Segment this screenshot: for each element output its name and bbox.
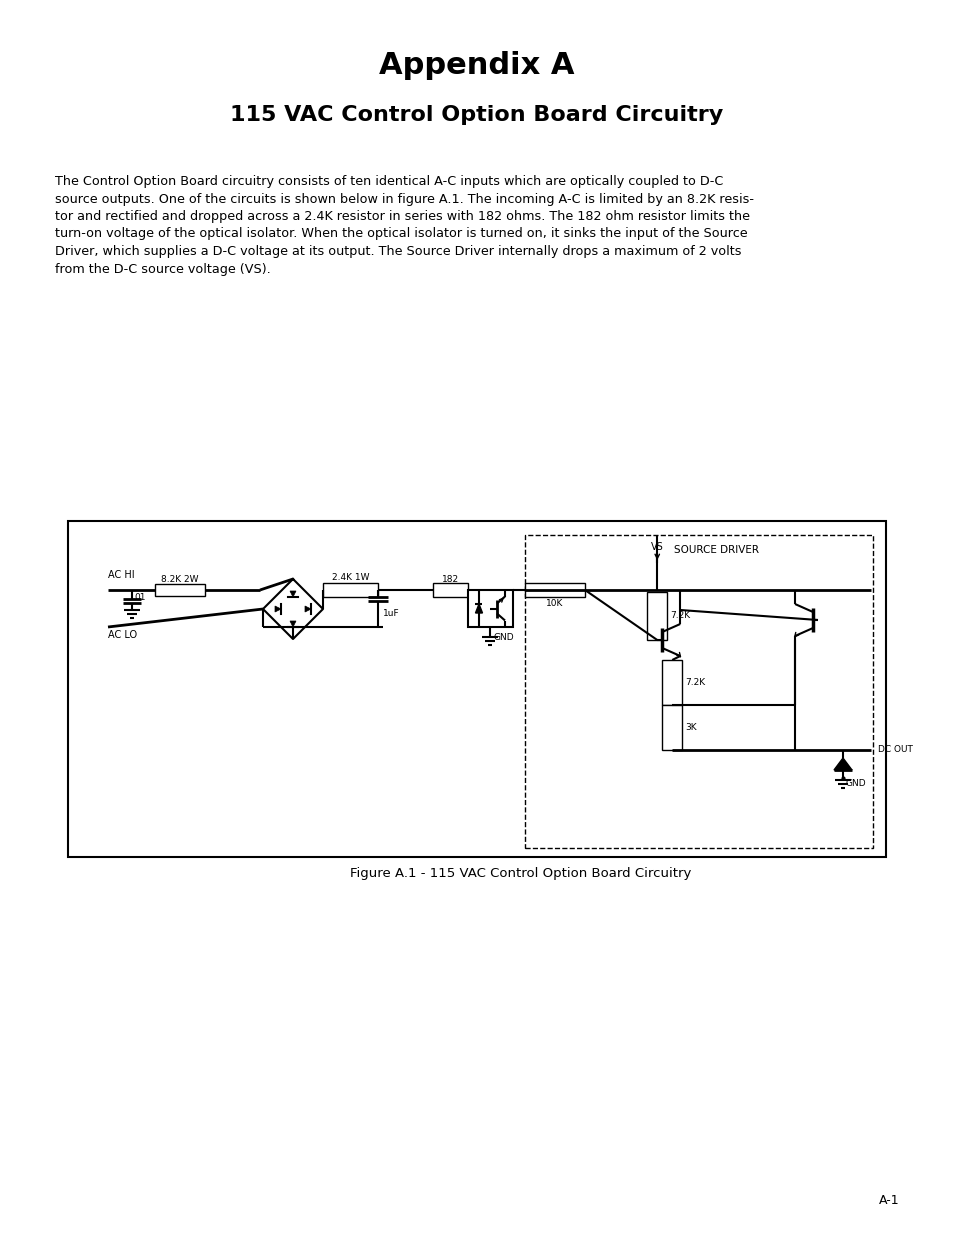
Bar (154, 584, 205, 597)
Bar (524, 583, 584, 597)
Text: The Control Option Board circuitry consists of ten identical A-C inputs which ar: The Control Option Board circuitry consi… (55, 175, 753, 275)
Text: A-1: A-1 (879, 1194, 899, 1207)
Bar (661, 659, 681, 705)
Bar (524, 535, 872, 848)
Text: 1uF: 1uF (382, 609, 399, 618)
Bar (468, 590, 513, 627)
Text: 3K: 3K (684, 722, 696, 732)
Polygon shape (475, 604, 482, 613)
Text: VS: VS (650, 542, 663, 552)
Text: 10K: 10K (546, 599, 563, 609)
Bar (646, 592, 666, 640)
Text: 01: 01 (133, 594, 146, 603)
Text: Appendix A: Appendix A (379, 51, 574, 79)
Bar (661, 705, 681, 750)
Text: GND: GND (493, 634, 514, 642)
Text: 182: 182 (441, 576, 458, 584)
Text: 2.4K 1W: 2.4K 1W (332, 573, 369, 583)
Polygon shape (290, 592, 295, 597)
Text: Figure A.1 - 115 VAC Control Option Board Circuitry: Figure A.1 - 115 VAC Control Option Boar… (350, 867, 691, 879)
Polygon shape (274, 606, 281, 613)
Text: 8.2K 2W: 8.2K 2W (161, 576, 198, 584)
Bar (433, 583, 468, 597)
Polygon shape (290, 621, 295, 627)
Polygon shape (833, 758, 851, 769)
Text: AC LO: AC LO (108, 630, 137, 640)
Text: AC HI: AC HI (108, 571, 134, 580)
Text: GND: GND (845, 779, 865, 788)
Polygon shape (305, 606, 311, 613)
Bar (323, 583, 377, 597)
Text: 7.2K: 7.2K (670, 611, 690, 620)
Text: SOURCE DRIVER: SOURCE DRIVER (673, 545, 758, 555)
Text: 7.2K: 7.2K (684, 678, 704, 687)
Text: 115 VAC Control Option Board Circuitry: 115 VAC Control Option Board Circuitry (230, 105, 723, 125)
Text: DC OUT: DC OUT (877, 746, 912, 755)
Bar (68, 521, 885, 857)
